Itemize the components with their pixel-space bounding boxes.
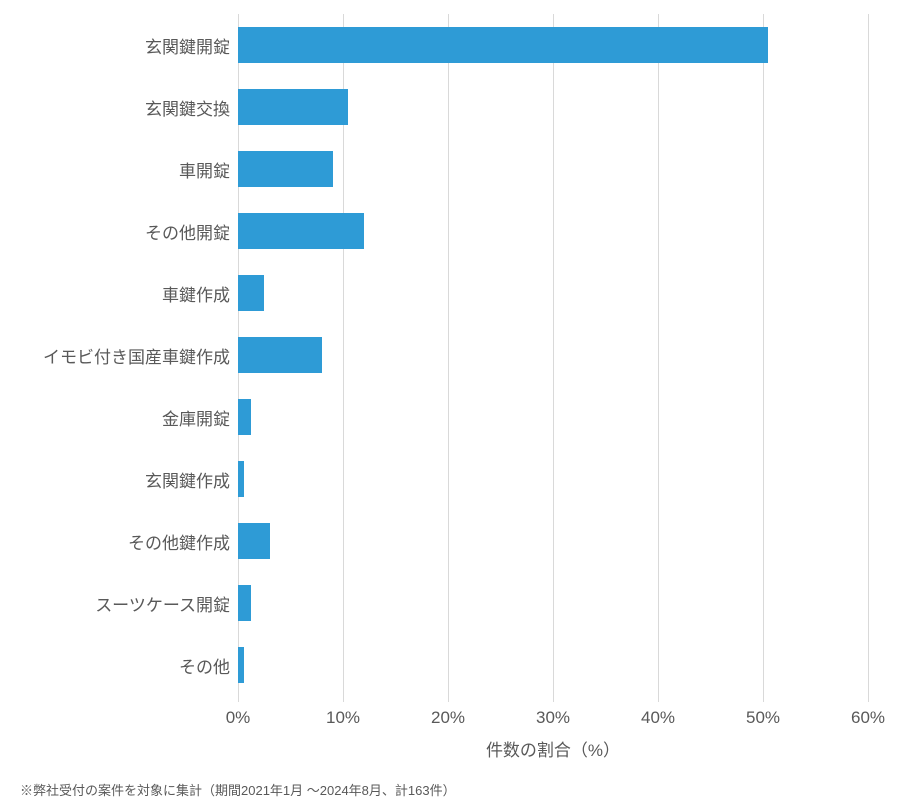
y-axis-label: 玄関鍵交換 — [0, 76, 238, 138]
bar — [238, 213, 364, 249]
y-axis-label: その他鍵作成 — [0, 510, 238, 572]
y-axis-labels: 玄関鍵開錠玄関鍵交換車開錠その他開錠車鍵作成イモビ付き国産車鍵作成金庫開錠玄関鍵… — [0, 14, 238, 696]
bar — [238, 27, 768, 63]
y-axis-label: その他開錠 — [0, 200, 238, 262]
x-tick-label: 30% — [536, 708, 570, 728]
y-axis-label: その他 — [0, 634, 238, 696]
plot-area — [238, 14, 868, 696]
x-tick-mark — [448, 696, 449, 702]
bar — [238, 89, 348, 125]
x-tick-mark — [658, 696, 659, 702]
y-axis-label: イモビ付き国産車鍵作成 — [0, 324, 238, 386]
bar — [238, 523, 270, 559]
gridline — [448, 14, 449, 696]
x-tick-mark — [868, 696, 869, 702]
chart-container: 玄関鍵開錠玄関鍵交換車開錠その他開錠車鍵作成イモビ付き国産車鍵作成金庫開錠玄関鍵… — [0, 0, 904, 812]
x-axis-title: 件数の割合（%） — [238, 736, 868, 761]
y-axis-label: 車鍵作成 — [0, 262, 238, 324]
x-axis-ticks: 0%10%20%30%40%50%60% — [238, 696, 868, 736]
x-tick-mark — [553, 696, 554, 702]
y-axis-label: 金庫開錠 — [0, 386, 238, 448]
y-axis-label: 車開錠 — [0, 138, 238, 200]
x-tick-label: 20% — [431, 708, 465, 728]
x-tick-label: 10% — [326, 708, 360, 728]
footnote: ※弊社受付の案件を対象に集計（期間2021年1月 〜2024年8月、計163件） — [20, 780, 456, 799]
bar — [238, 337, 322, 373]
x-tick-label: 60% — [851, 708, 885, 728]
y-axis-label: 玄関鍵作成 — [0, 448, 238, 510]
gridline — [553, 14, 554, 696]
bar — [238, 151, 333, 187]
gridline — [868, 14, 869, 696]
bar — [238, 461, 244, 497]
x-tick-label: 0% — [226, 708, 251, 728]
gridline — [763, 14, 764, 696]
x-tick-mark — [343, 696, 344, 702]
x-tick-mark — [763, 696, 764, 702]
bar — [238, 399, 251, 435]
x-tick-label: 50% — [746, 708, 780, 728]
y-axis-label: 玄関鍵開錠 — [0, 14, 238, 76]
bar — [238, 275, 264, 311]
bar — [238, 585, 251, 621]
y-axis-label: スーツケース開錠 — [0, 572, 238, 634]
x-tick-label: 40% — [641, 708, 675, 728]
bar — [238, 647, 244, 683]
gridline — [658, 14, 659, 696]
x-tick-mark — [238, 696, 239, 702]
